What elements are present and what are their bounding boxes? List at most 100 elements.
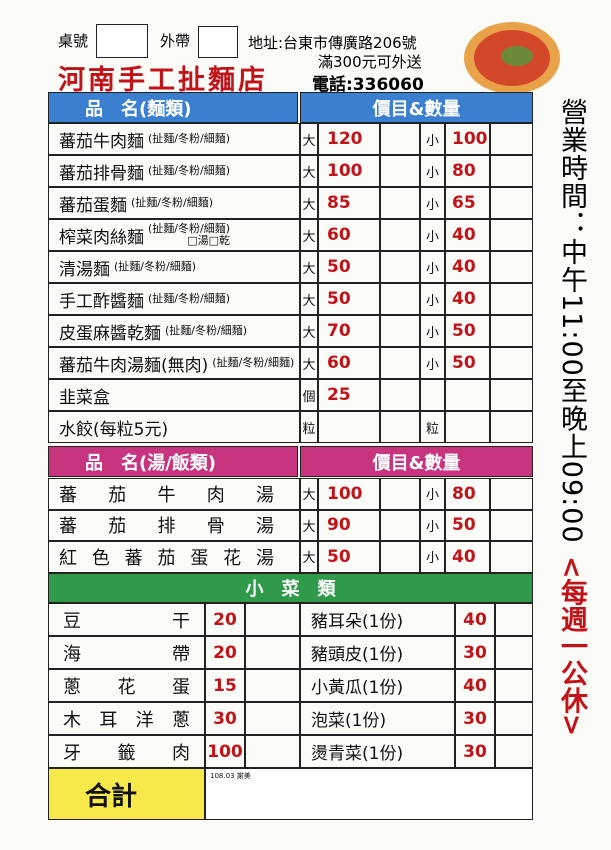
qty-cell [495, 735, 533, 768]
phone: 電話:336060 [312, 75, 424, 95]
item-options-wrap: (扯麵/冬粉/細麵) [148, 165, 230, 177]
price [318, 411, 380, 443]
qty-cell [245, 603, 300, 636]
qty-cell [490, 509, 533, 541]
qty-cell [495, 636, 533, 669]
item-cell: 水餃(每粒5元) [48, 411, 300, 443]
name-header: 品 名(麵類) [48, 92, 298, 123]
item-options: (扯麵/冬粉/細麵) [212, 356, 295, 369]
size-label: 大 [300, 283, 318, 315]
qty-cell [380, 509, 420, 541]
size-label: 小 [420, 251, 445, 283]
price: 50 [445, 347, 490, 379]
size-label: 小 [420, 347, 445, 379]
side-price: 15 [205, 669, 245, 702]
qty-cell [380, 251, 420, 283]
price: 70 [318, 315, 380, 347]
item-cell: 蕃茄排骨湯 [48, 509, 300, 541]
size-label: 大 [300, 123, 318, 155]
item-options: (扯麵/冬粉/細麵) [114, 260, 196, 273]
side-price: 30 [455, 702, 495, 735]
size-label: 大 [300, 187, 318, 219]
business-hours: 營業時間：中午11:00至晚上09:00 [556, 98, 587, 544]
side-name: 豬耳朵(1份) [300, 603, 455, 636]
size-label: 大 [300, 478, 318, 510]
qty-cell [380, 541, 420, 573]
price [445, 379, 490, 411]
price: 50 [445, 315, 490, 347]
price: 40 [445, 541, 490, 573]
qty-cell [495, 702, 533, 735]
side-cell: 豆干 [48, 603, 205, 636]
size-label: 大 [300, 155, 318, 187]
item-name: 榨菜肉絲麵 [59, 227, 144, 248]
qty-cell [490, 219, 533, 251]
item-options-wrap: (扯麵/冬粉/細麵) [165, 325, 247, 337]
qty-cell [495, 603, 533, 636]
size-label: 小 [420, 187, 445, 219]
price-header: 價目&數量 [300, 446, 533, 477]
item-cell: 蕃茄蛋麵 (扯麵/冬粉/細麵) [48, 187, 300, 219]
qty-cell [245, 669, 300, 702]
price-header: 價目&數量 [300, 92, 533, 123]
item-options-wrap: (扯麵/冬粉/細麵) [148, 133, 230, 145]
item-options: (扯麵/冬粉/細麵) [165, 324, 247, 337]
item-name: 手工酢醬麵 [59, 291, 144, 312]
item-cell: 手工酢醬麵 (扯麵/冬粉/細麵) [48, 283, 300, 315]
side-name: 蔥花蛋 [63, 676, 190, 698]
price: 80 [445, 478, 490, 510]
side-price: 20 [205, 603, 245, 636]
sides-header: 小 菜 類 [48, 573, 533, 603]
price: 60 [318, 219, 380, 251]
item-cell: 蕃茄牛肉麵 (扯麵/冬粉/細麵) [48, 123, 300, 155]
qty-cell [490, 283, 533, 315]
side-name: 豆干 [63, 610, 190, 632]
soup-image [464, 22, 560, 94]
size-label: 小 [420, 509, 445, 541]
item-extra: □湯□乾 [187, 234, 230, 247]
table-box [96, 24, 148, 58]
side-cell: 木耳洋蔥 [48, 702, 205, 735]
delivery: 滿300元可外送 [318, 53, 422, 71]
side-name: 海帶 [63, 643, 190, 665]
qty-cell [245, 636, 300, 669]
price: 50 [318, 251, 380, 283]
qty-cell [380, 283, 420, 315]
qty-cell [495, 669, 533, 702]
qty-cell [490, 379, 533, 411]
qty-cell [380, 155, 420, 187]
side-price: 30 [455, 636, 495, 669]
total-box: 108.03 謝美 [205, 768, 533, 820]
price: 120 [318, 123, 380, 155]
size-label: 小 [420, 123, 445, 155]
size-label: 個 [300, 379, 318, 411]
item-options: (扯麵/冬粉/細麵) [148, 164, 230, 177]
qty-cell [490, 478, 533, 510]
takeout-label: 外帶 [160, 32, 191, 50]
qty-cell [490, 187, 533, 219]
side-price: 100 [205, 735, 245, 768]
item-name: 蕃茄牛肉湯 [59, 484, 274, 506]
item-cell: 榨菜肉絲麵 (扯麵/冬粉/細麵) □湯□乾 [48, 219, 300, 251]
side-name: 泡菜(1份) [300, 702, 455, 735]
side-name: 燙青菜(1份) [300, 735, 455, 768]
print-note: 108.03 謝美 [210, 772, 251, 780]
item-options-wrap: (扯麵/冬粉/細麵) □湯□乾 [148, 223, 230, 247]
side-price: 30 [205, 702, 245, 735]
size-label: 大 [300, 251, 318, 283]
size-label: 小 [420, 541, 445, 573]
address: 地址:台東市傳廣路206號 [248, 34, 417, 52]
qty-cell [490, 251, 533, 283]
side-cell: 海帶 [48, 636, 205, 669]
size-label: 小 [420, 155, 445, 187]
item-name: 蕃茄牛肉湯麵(無肉) [59, 355, 209, 376]
qty-cell [245, 702, 300, 735]
price [445, 411, 490, 443]
side-name: 牙籤肉 [63, 742, 190, 764]
qty-cell [380, 379, 420, 411]
price: 50 [318, 283, 380, 315]
item-name: 紅色蕃茄蛋花湯 [59, 547, 274, 569]
price: 65 [445, 187, 490, 219]
qty-cell [380, 187, 420, 219]
